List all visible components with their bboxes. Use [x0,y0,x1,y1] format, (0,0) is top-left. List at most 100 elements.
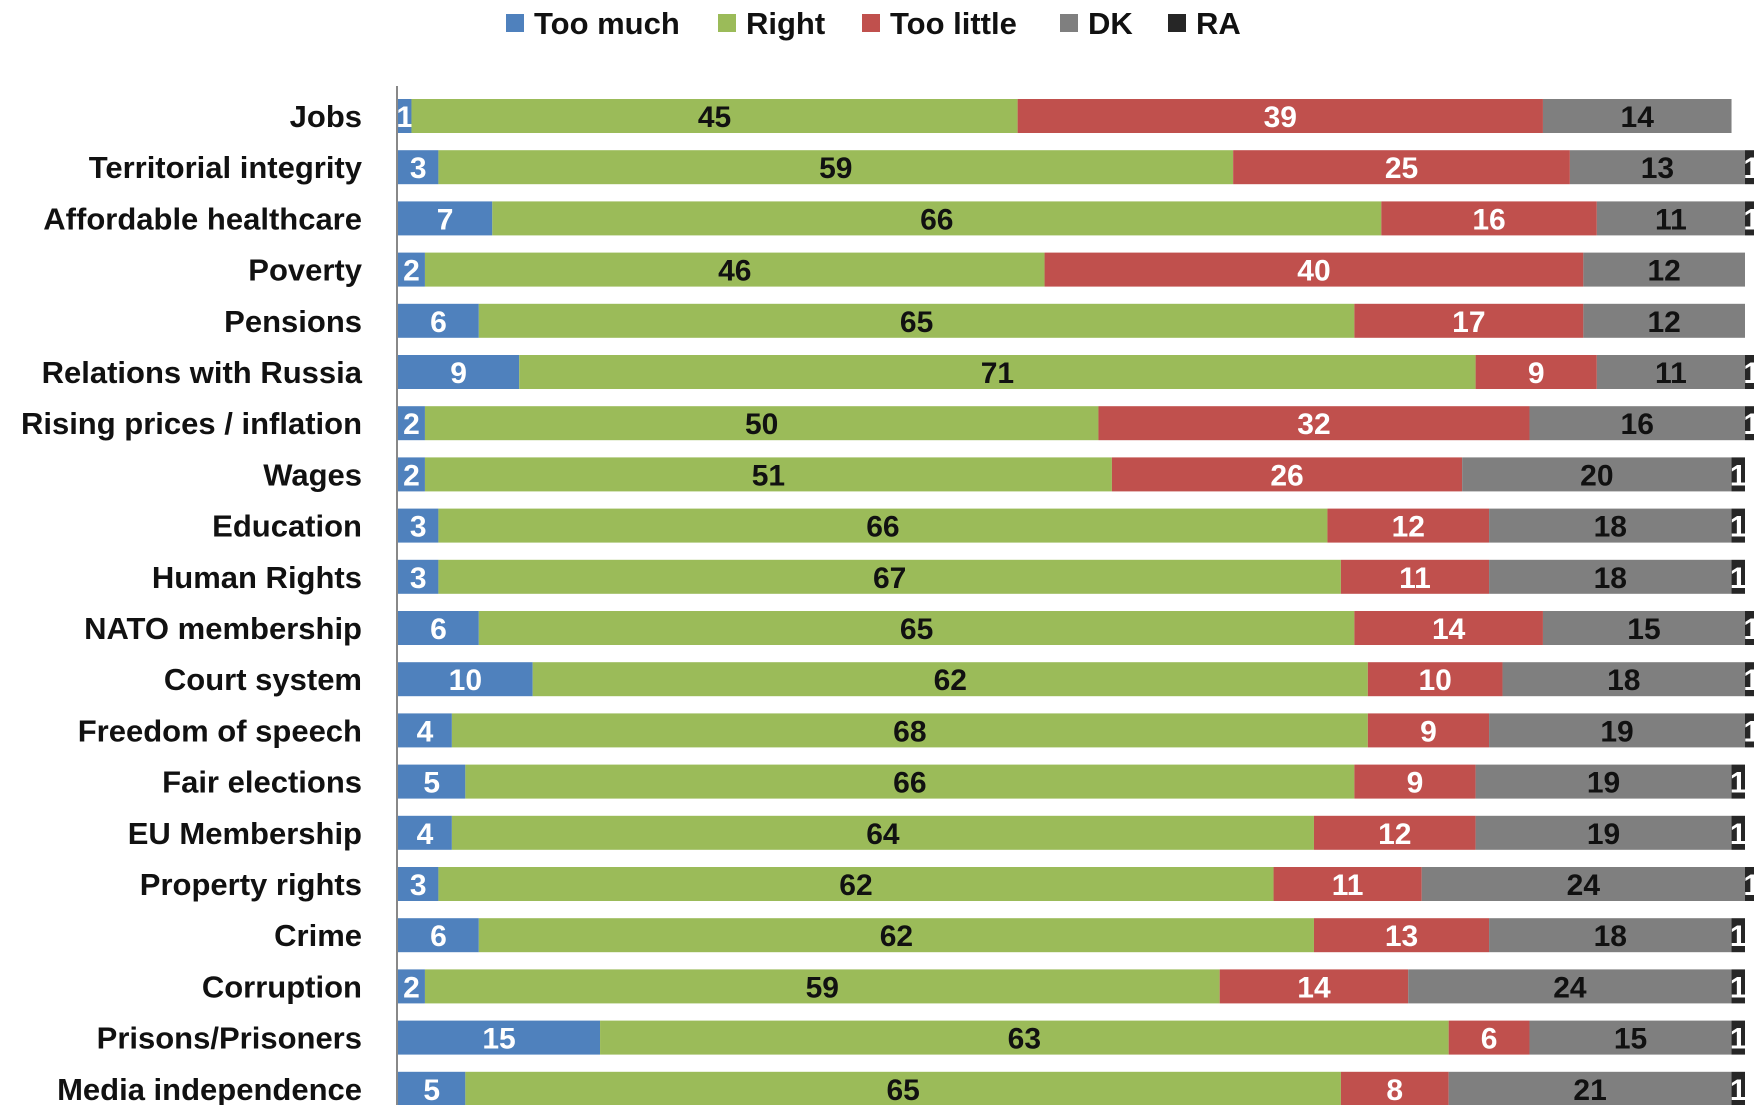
bar-row-pensions: 6 65 17 12 [398,303,1745,339]
bar-segment-right [438,150,1234,185]
bar-segment-too-little [1354,611,1543,645]
bar-segment-right [424,252,1045,287]
bar-segment-too-much [398,662,533,697]
data-label-ra: 1 [1743,715,1754,748]
data-label-too-little: 32 [1297,408,1330,441]
bar-segment-dk [1542,611,1745,645]
data-label-dk: 16 [1621,408,1654,441]
data-label-ra: 1 [1730,920,1747,953]
category-label: Freedom of speech [78,713,362,748]
data-label-ra: 1 [1730,1074,1747,1105]
bar-segment-right [465,1071,1341,1105]
data-label-dk: 15 [1627,613,1660,646]
data-label-right: 59 [806,971,839,1004]
data-label-too-much: 5 [423,1074,440,1105]
bar-segment-dk [1583,303,1745,338]
category-labels: Jobs Territorial integrity Affordable heal… [21,99,363,1105]
bar-row-education: 3 66 12 18 1 [398,508,1747,544]
data-label-dk: 11 [1655,203,1687,236]
data-label-dk: 21 [1573,1074,1606,1105]
bar-segment-too-much [398,406,425,441]
legend-label-ra: RA [1196,6,1241,41]
data-label-too-little: 9 [1420,715,1437,748]
data-label-too-little: 9 [1407,767,1424,800]
data-label-dk: 19 [1587,767,1620,800]
bar-segment-right [451,815,1314,850]
data-label-too-little: 39 [1264,101,1297,134]
bar-segment-too-little [1017,99,1543,133]
category-label: Affordable healthcare [43,201,362,236]
data-label-dk: 19 [1587,818,1620,851]
bar-segment-too-much [398,611,479,645]
bar-segment-ra [1745,713,1754,748]
bar-segment-dk [1489,713,1745,748]
data-label-too-much: 9 [450,357,467,390]
category-label: EU Membership [128,816,362,851]
bar-segment-dk [1529,1020,1732,1055]
bar-segment-ra [1745,150,1754,185]
data-label-ra: 1 [1730,1023,1747,1056]
data-label-too-much: 4 [417,715,434,748]
data-label-too-little: 11 [1399,562,1431,595]
bar-segment-dk [1489,508,1732,543]
data-label-too-little: 40 [1297,255,1330,288]
data-label-too-much: 10 [449,664,482,697]
data-label-too-much: 2 [403,459,420,492]
data-label-right: 65 [900,306,933,339]
bar-segment-too-much [398,252,425,287]
bar-segment-dk [1475,815,1732,850]
bar-row-prisons-prisoners: 15 63 6 15 1 [398,1020,1747,1056]
bar-row-fair-elections: 5 66 9 19 1 [398,764,1747,800]
bars: 1 45 39 143 59 25 13 17 66 16 11 12 46 40 126 65 17 129 71… [396,99,1754,1105]
category-label: Education [212,509,362,544]
data-label-too-little: 16 [1472,203,1505,236]
category-label: Relations with Russia [42,355,363,390]
bar-segment-dk [1475,764,1732,799]
data-label-ra: 1 [1730,767,1747,800]
bar-segment-too-much [398,1071,466,1105]
bar-segment-too-much [398,201,493,236]
bar-segment-dk [1569,150,1745,185]
bar-segment-right [451,713,1368,748]
bar-row-media-independence: 5 65 8 21 1 [398,1071,1747,1105]
data-label-dk: 12 [1647,255,1680,288]
bar-row-corruption: 2 59 14 24 1 [398,969,1747,1004]
data-label-too-little: 26 [1270,459,1303,492]
bar-row-poverty: 2 46 40 12 [398,252,1745,288]
bar-segment-too-little [1340,1071,1449,1105]
bar-segment-right [519,355,1476,389]
bar-segment-too-much [398,99,412,133]
legend-swatch-ra [1168,14,1186,32]
bar-segment-dk [1542,99,1732,133]
bar-segment-right [465,764,1355,799]
data-label-right: 63 [1008,1023,1041,1056]
bar-row-relations-with-russia: 9 71 9 11 1 [398,355,1754,390]
data-label-right: 50 [745,408,778,441]
data-label-dk: 11 [1655,357,1687,390]
data-label-dk: 18 [1594,920,1627,953]
data-label-too-little: 12 [1392,511,1425,544]
data-label-too-much: 2 [403,408,420,441]
legend-swatch-too-much [506,14,524,32]
category-label: Human Rights [152,560,362,595]
data-label-too-little: 12 [1378,818,1411,851]
bar-segment-too-much [398,918,479,953]
legend: Too much Right Too little DK RA [506,6,1241,41]
data-label-right: 64 [866,818,900,851]
bar-segment-too-little [1367,662,1503,697]
bar-segment-right [532,662,1368,697]
bar-segment-dk [1583,252,1745,287]
data-label-dk: 18 [1607,664,1640,697]
bar-segment-right [424,457,1112,492]
bar-segment-ra [1731,508,1745,543]
data-label-right: 45 [698,101,731,134]
bar-row-wages: 2 51 26 20 1 [398,457,1747,492]
data-label-too-much: 3 [410,562,427,595]
data-label-too-much: 2 [403,971,420,1004]
bar-segment-too-little [1354,303,1584,338]
bar-segment-ra [1745,201,1754,236]
data-label-too-much: 6 [430,920,447,953]
bar-segment-right [411,99,1018,133]
bar-segment-ra [1745,355,1754,389]
category-label: Corruption [202,969,362,1004]
